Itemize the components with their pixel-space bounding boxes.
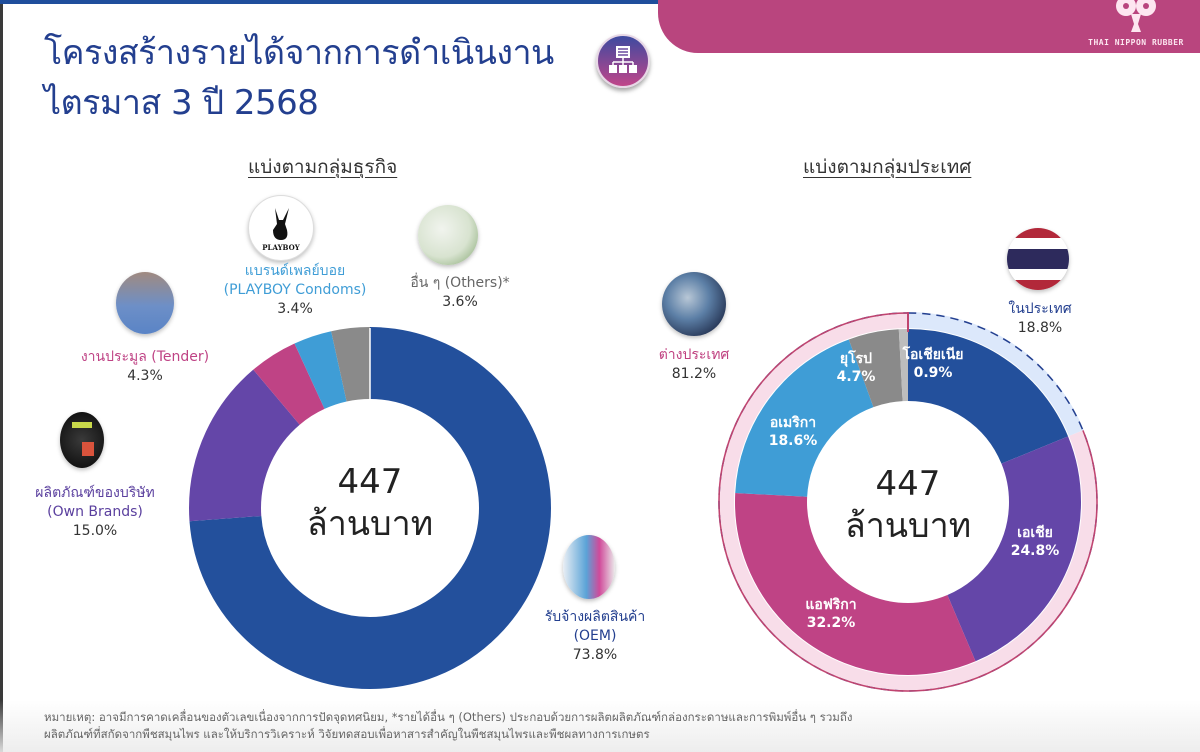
playboy-pct: 3.4% [277, 301, 313, 317]
org-chart-icon [596, 34, 650, 88]
europe-segment-label: ยุโรป 4.7% [836, 351, 876, 385]
america-segment-label: อเมริกา 18.6% [768, 415, 818, 449]
logo-text: THAI NIPPON RUBBER [1088, 38, 1184, 47]
slide-left-border [0, 0, 3, 752]
country-total-unit: ล้านบาท [844, 506, 972, 546]
footnote: หมายเหตุ: อาจมีการคาดเคลื่อนของตัวเลขเนื… [44, 709, 1184, 743]
segment-asia [735, 329, 1081, 675]
thailand-flag-icon [1007, 228, 1069, 290]
country-total-value: 447 [875, 464, 941, 504]
country-total-label: 447 ล้านบาท [828, 464, 988, 548]
footnote-line-1: หมายเหตุ: อาจมีการคาดเคลื่อนของตัวเลขเนื… [44, 710, 853, 724]
oem-pct: 73.8% [572, 647, 618, 663]
business-total-unit: ล้านบาท [306, 504, 434, 544]
overseas-label: ต่างประเทศ 81.2% [644, 346, 744, 384]
own-brands-pct: 15.0% [72, 523, 118, 539]
header-accent-bar [0, 0, 870, 4]
own-brands-label: ผลิตภัณฑ์ของบริษัท (Own Brands) 15.0% [10, 484, 180, 541]
oem-product-icon [563, 535, 615, 599]
oceania-segment-label: โอเชียเนีย 0.9% [902, 347, 964, 381]
header-pink-panel: THAI NIPPON RUBBER [658, 0, 1200, 53]
asia-segment-label: เอเชีย 24.8% [1010, 525, 1060, 559]
footnote-line-2: ผลิตภัณฑ์ที่สกัดจากพืชสมุนไพร และให้บริก… [44, 727, 650, 741]
others-label: อื่น ๆ (Others)* 3.6% [390, 274, 530, 312]
business-total-value: 447 [337, 462, 403, 502]
segment-africa [735, 329, 1081, 675]
business-group-donut-chart [189, 327, 551, 689]
tender-hand-icon [116, 272, 174, 334]
playboy-label: แบรนด์เพลย์บอย (PLAYBOY Condoms) 3.4% [210, 262, 380, 319]
club-logo-icon [1116, 0, 1156, 32]
title-line-2: ไตรมาส 3 ปี 2568 [44, 83, 319, 123]
tender-pct: 4.3% [127, 368, 163, 384]
company-logo: THAI NIPPON RUBBER [1086, 0, 1186, 52]
business-total-label: 447 ล้านบาท [290, 462, 450, 546]
herbal-lab-icon [418, 205, 478, 265]
title-line-1: โครงสร้างรายได้จากการดำเนินงาน [44, 33, 554, 73]
domestic-pct: 18.8% [1017, 320, 1063, 336]
africa-segment-label: แอฟริกา 32.2% [805, 597, 857, 631]
oem-label: รับจ้างผลิตสินค้า (OEM) 73.8% [520, 608, 670, 665]
globe-earth-icon [662, 272, 726, 336]
country-group-section-title: แบ่งตามกลุ่มประเทศ [803, 156, 972, 178]
playboy-logo-icon: PLAYBOY [248, 195, 314, 261]
segment-oceania [735, 329, 1081, 675]
segment-own-brands [189, 327, 551, 689]
domestic-label: ในประเทศ 18.8% [990, 300, 1090, 338]
others-pct: 3.6% [442, 294, 478, 310]
page-title: โครงสร้างรายได้จากการดำเนินงาน ไตรมาส 3 … [44, 28, 554, 128]
own-brand-product-icon [60, 412, 104, 468]
overseas-pct: 81.2% [671, 366, 717, 382]
business-group-section-title: แบ่งตามกลุ่มธุรกิจ [248, 156, 398, 178]
footer-shade [0, 700, 1200, 752]
svg-text:PLAYBOY: PLAYBOY [262, 243, 300, 252]
tender-label: งานประมูล (Tender) 4.3% [60, 348, 230, 386]
country-group-donut-chart [718, 312, 1098, 692]
